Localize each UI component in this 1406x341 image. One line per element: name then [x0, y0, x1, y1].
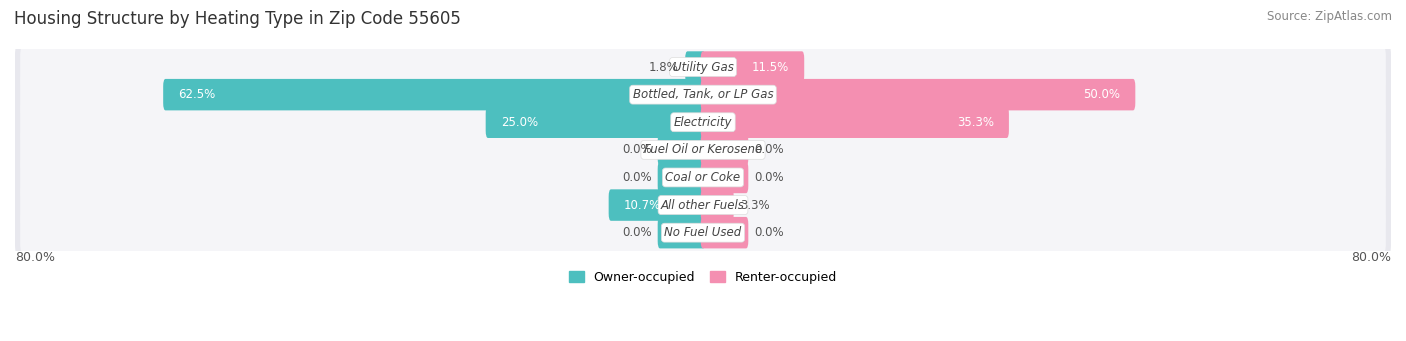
Text: 25.0%: 25.0% [501, 116, 538, 129]
Text: 0.0%: 0.0% [621, 226, 651, 239]
FancyBboxPatch shape [15, 42, 1391, 92]
FancyBboxPatch shape [685, 51, 706, 83]
FancyBboxPatch shape [20, 183, 1386, 227]
Text: Utility Gas: Utility Gas [672, 61, 734, 74]
FancyBboxPatch shape [700, 217, 748, 248]
FancyBboxPatch shape [700, 189, 734, 221]
FancyBboxPatch shape [15, 125, 1391, 175]
Text: 0.0%: 0.0% [755, 171, 785, 184]
Text: 10.7%: 10.7% [624, 198, 661, 211]
Text: 11.5%: 11.5% [752, 61, 789, 74]
Text: Bottled, Tank, or LP Gas: Bottled, Tank, or LP Gas [633, 88, 773, 101]
FancyBboxPatch shape [700, 79, 1135, 110]
Text: 80.0%: 80.0% [1351, 251, 1391, 264]
Text: 0.0%: 0.0% [755, 226, 785, 239]
FancyBboxPatch shape [15, 180, 1391, 230]
Text: 35.3%: 35.3% [956, 116, 994, 129]
Text: 0.0%: 0.0% [621, 143, 651, 157]
FancyBboxPatch shape [15, 97, 1391, 147]
Text: All other Fuels: All other Fuels [661, 198, 745, 211]
Text: No Fuel Used: No Fuel Used [665, 226, 741, 239]
Text: Housing Structure by Heating Type in Zip Code 55605: Housing Structure by Heating Type in Zip… [14, 10, 461, 28]
FancyBboxPatch shape [700, 134, 748, 166]
FancyBboxPatch shape [20, 45, 1386, 89]
Text: 50.0%: 50.0% [1083, 88, 1121, 101]
FancyBboxPatch shape [700, 162, 748, 193]
FancyBboxPatch shape [20, 156, 1386, 199]
FancyBboxPatch shape [658, 217, 706, 248]
FancyBboxPatch shape [163, 79, 706, 110]
FancyBboxPatch shape [15, 208, 1391, 258]
FancyBboxPatch shape [485, 106, 706, 138]
FancyBboxPatch shape [609, 189, 706, 221]
Text: 3.3%: 3.3% [740, 198, 769, 211]
FancyBboxPatch shape [15, 152, 1391, 203]
FancyBboxPatch shape [20, 73, 1386, 116]
Text: Source: ZipAtlas.com: Source: ZipAtlas.com [1267, 10, 1392, 23]
Text: Electricity: Electricity [673, 116, 733, 129]
FancyBboxPatch shape [658, 162, 706, 193]
Text: Fuel Oil or Kerosene: Fuel Oil or Kerosene [644, 143, 762, 157]
Text: 80.0%: 80.0% [15, 251, 55, 264]
Text: 62.5%: 62.5% [179, 88, 215, 101]
FancyBboxPatch shape [700, 51, 804, 83]
FancyBboxPatch shape [700, 106, 1010, 138]
Legend: Owner-occupied, Renter-occupied: Owner-occupied, Renter-occupied [564, 266, 842, 289]
FancyBboxPatch shape [20, 211, 1386, 254]
FancyBboxPatch shape [20, 101, 1386, 144]
FancyBboxPatch shape [20, 128, 1386, 172]
Text: 1.8%: 1.8% [650, 61, 679, 74]
FancyBboxPatch shape [658, 134, 706, 166]
Text: 0.0%: 0.0% [755, 143, 785, 157]
Text: Coal or Coke: Coal or Coke [665, 171, 741, 184]
Text: 0.0%: 0.0% [621, 171, 651, 184]
FancyBboxPatch shape [15, 70, 1391, 120]
